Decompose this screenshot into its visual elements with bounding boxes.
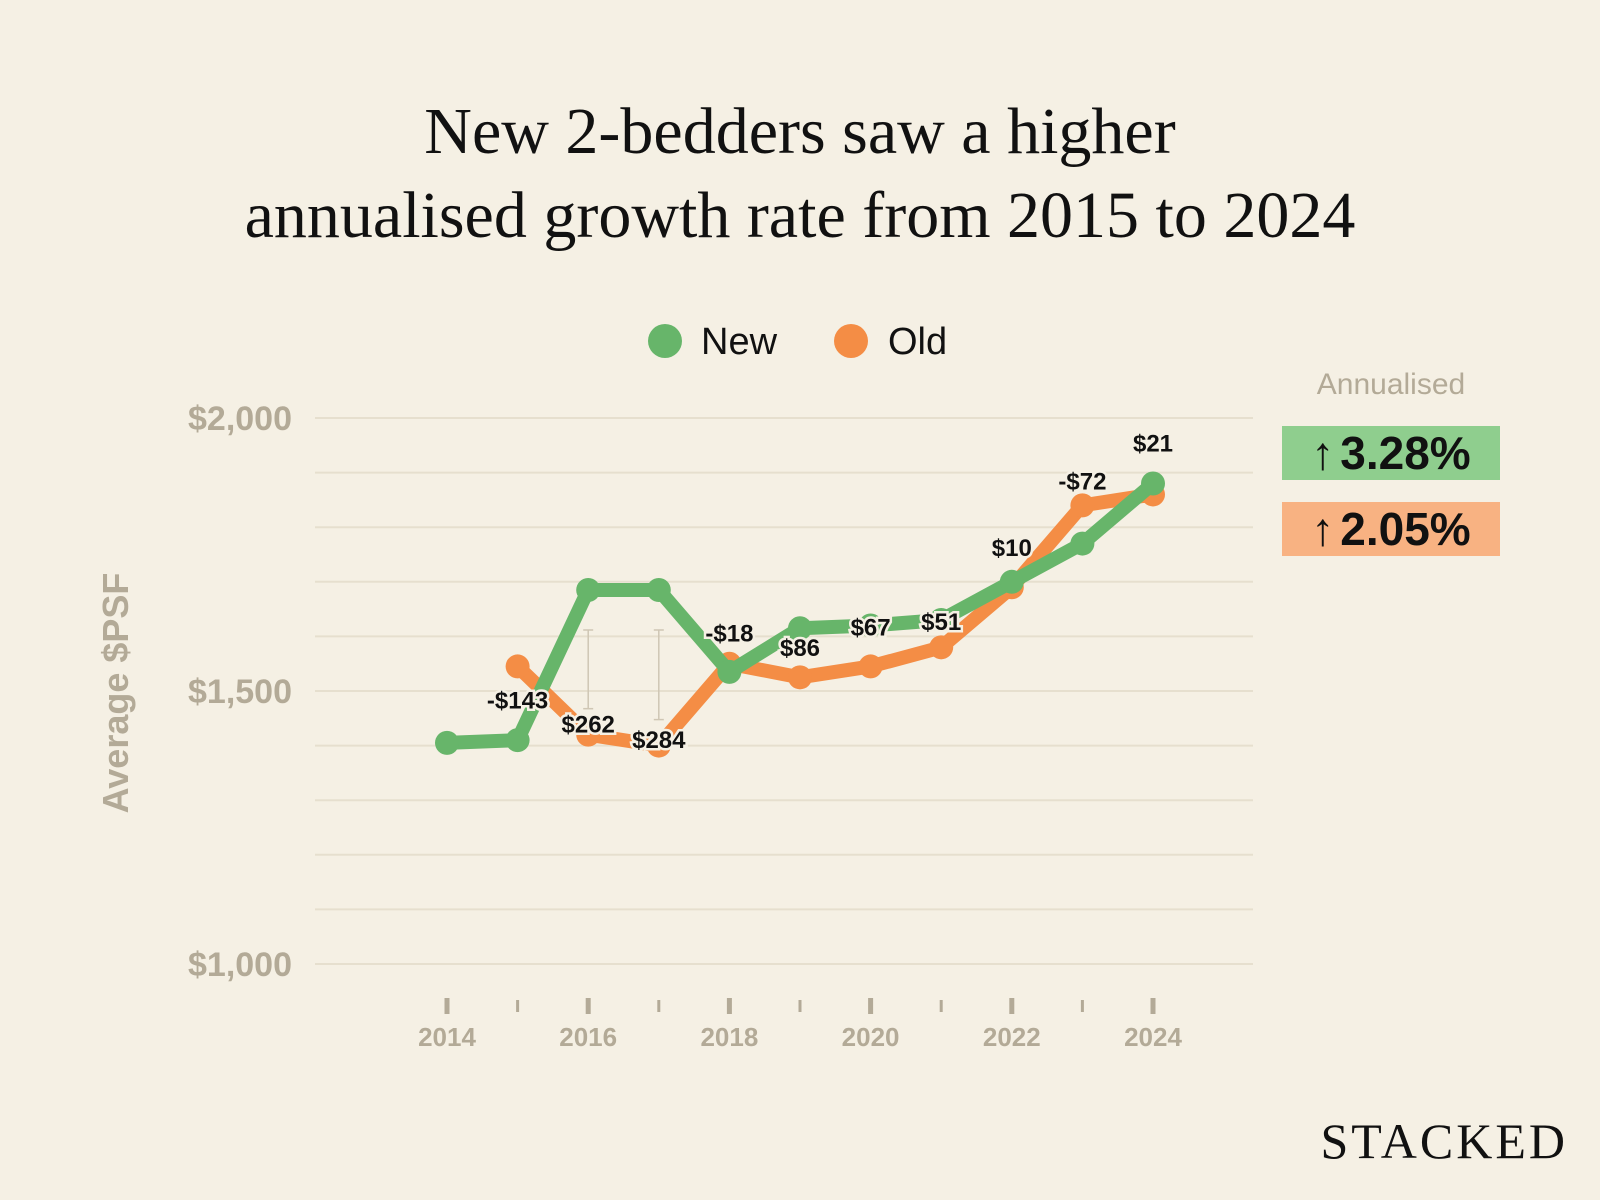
chart-title: New 2-bedders saw a higher annualised gr… — [0, 90, 1600, 258]
y-tick-label: $1,000 — [188, 946, 292, 984]
data-point-new — [1070, 531, 1095, 556]
data-point-old — [929, 635, 954, 660]
legend-label-new: New — [701, 321, 778, 363]
data-point-new — [858, 613, 883, 638]
x-tick-label: 2022 — [983, 1022, 1041, 1052]
data-point-new — [576, 577, 601, 602]
difference-label: $262 — [562, 711, 615, 738]
data-point-old — [646, 733, 671, 758]
difference-label: $67 — [851, 614, 891, 641]
legend-marker-new — [648, 324, 682, 358]
data-point-old — [505, 654, 530, 679]
x-tick-label: 2018 — [700, 1022, 758, 1052]
new-growth-value: 3.28% — [1340, 427, 1471, 479]
data-point-new — [717, 659, 742, 684]
x-tick-label: 2024 — [1124, 1022, 1182, 1052]
data-point-new — [1141, 471, 1165, 496]
x-tick-label: 2014 — [418, 1022, 476, 1052]
data-point-new — [646, 577, 671, 602]
old-growth-value: 2.05% — [1340, 503, 1471, 555]
difference-label: $21 — [1133, 431, 1173, 458]
difference-label: -$72 — [1058, 468, 1106, 495]
old-growth-badge: ↑ 2.05% — [1282, 502, 1500, 556]
data-point-old — [858, 654, 883, 679]
data-point-new — [788, 616, 812, 641]
difference-label: $86 — [780, 635, 820, 662]
new-growth-badge: ↑ 3.28% — [1282, 426, 1500, 480]
x-tick-label: 2020 — [842, 1022, 900, 1052]
brand-logo: STACKED — [1320, 1113, 1568, 1169]
difference-label: $284 — [632, 727, 686, 754]
difference-label: -$18 — [705, 621, 753, 648]
legend-label-old: Old — [888, 321, 947, 363]
x-tick-label: 2016 — [559, 1022, 617, 1052]
difference-label: -$143 — [487, 687, 548, 714]
series-line-old — [510, 487, 1160, 753]
up-arrow-icon: ↑ — [1311, 427, 1335, 479]
data-point-new — [929, 608, 954, 633]
data-point-old — [788, 665, 812, 690]
difference-label: $10 — [992, 535, 1032, 562]
data-point-old — [576, 722, 601, 747]
difference-label: $51 — [921, 609, 961, 636]
data-point-new — [999, 569, 1024, 594]
data-point-new — [505, 728, 530, 753]
up-arrow-icon: ↑ — [1311, 503, 1335, 555]
y-tick-label: $2,000 — [188, 400, 292, 438]
title-line-2: annualised growth rate from 2015 to 2024 — [244, 179, 1356, 252]
data-point-new — [435, 730, 459, 755]
data-point-old — [1070, 493, 1095, 518]
y-tick-label: $1,500 — [188, 673, 292, 711]
y-axis-title: Average $PSF — [95, 573, 136, 814]
legend-marker-old — [834, 324, 868, 358]
title-line-1: New 2-bedders saw a higher — [424, 95, 1176, 168]
annualised-caption: Annualised — [1316, 368, 1466, 401]
